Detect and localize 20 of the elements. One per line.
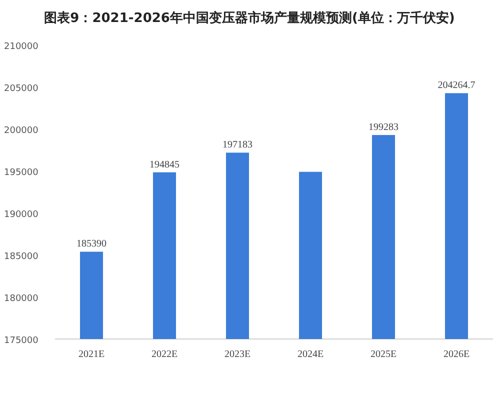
data-label: 204264.7 xyxy=(438,80,476,92)
y-tick-label: 210000 xyxy=(4,42,39,52)
x-tick-label: 2025E xyxy=(370,349,397,360)
x-tick-label: 2022E xyxy=(151,349,178,360)
y-tick-label: 200000 xyxy=(4,126,39,136)
data-label: 197183 xyxy=(222,140,252,151)
data-label: 199283 xyxy=(368,122,398,134)
chart-title: 图表9：2021-2026年中国变压器市场产量规模预测(单位：万千伏安) xyxy=(44,10,455,26)
y-tick-label: 185000 xyxy=(4,252,39,262)
x-tick-label: 2021E xyxy=(78,349,105,360)
x-tick-label: 2026E xyxy=(443,349,470,360)
y-tick-label: 190000 xyxy=(4,210,39,220)
y-tick-label: 180000 xyxy=(4,294,39,304)
y-tick-label: 175000 xyxy=(4,336,39,346)
x-tick-label: 2023E xyxy=(224,349,251,360)
data-label: 194845 xyxy=(150,159,180,170)
x-tick-label: 2024E xyxy=(297,349,324,360)
y-tick-label: 195000 xyxy=(4,168,39,178)
y-tick-label: 205000 xyxy=(4,84,39,94)
data-label: 185390 xyxy=(76,238,106,250)
